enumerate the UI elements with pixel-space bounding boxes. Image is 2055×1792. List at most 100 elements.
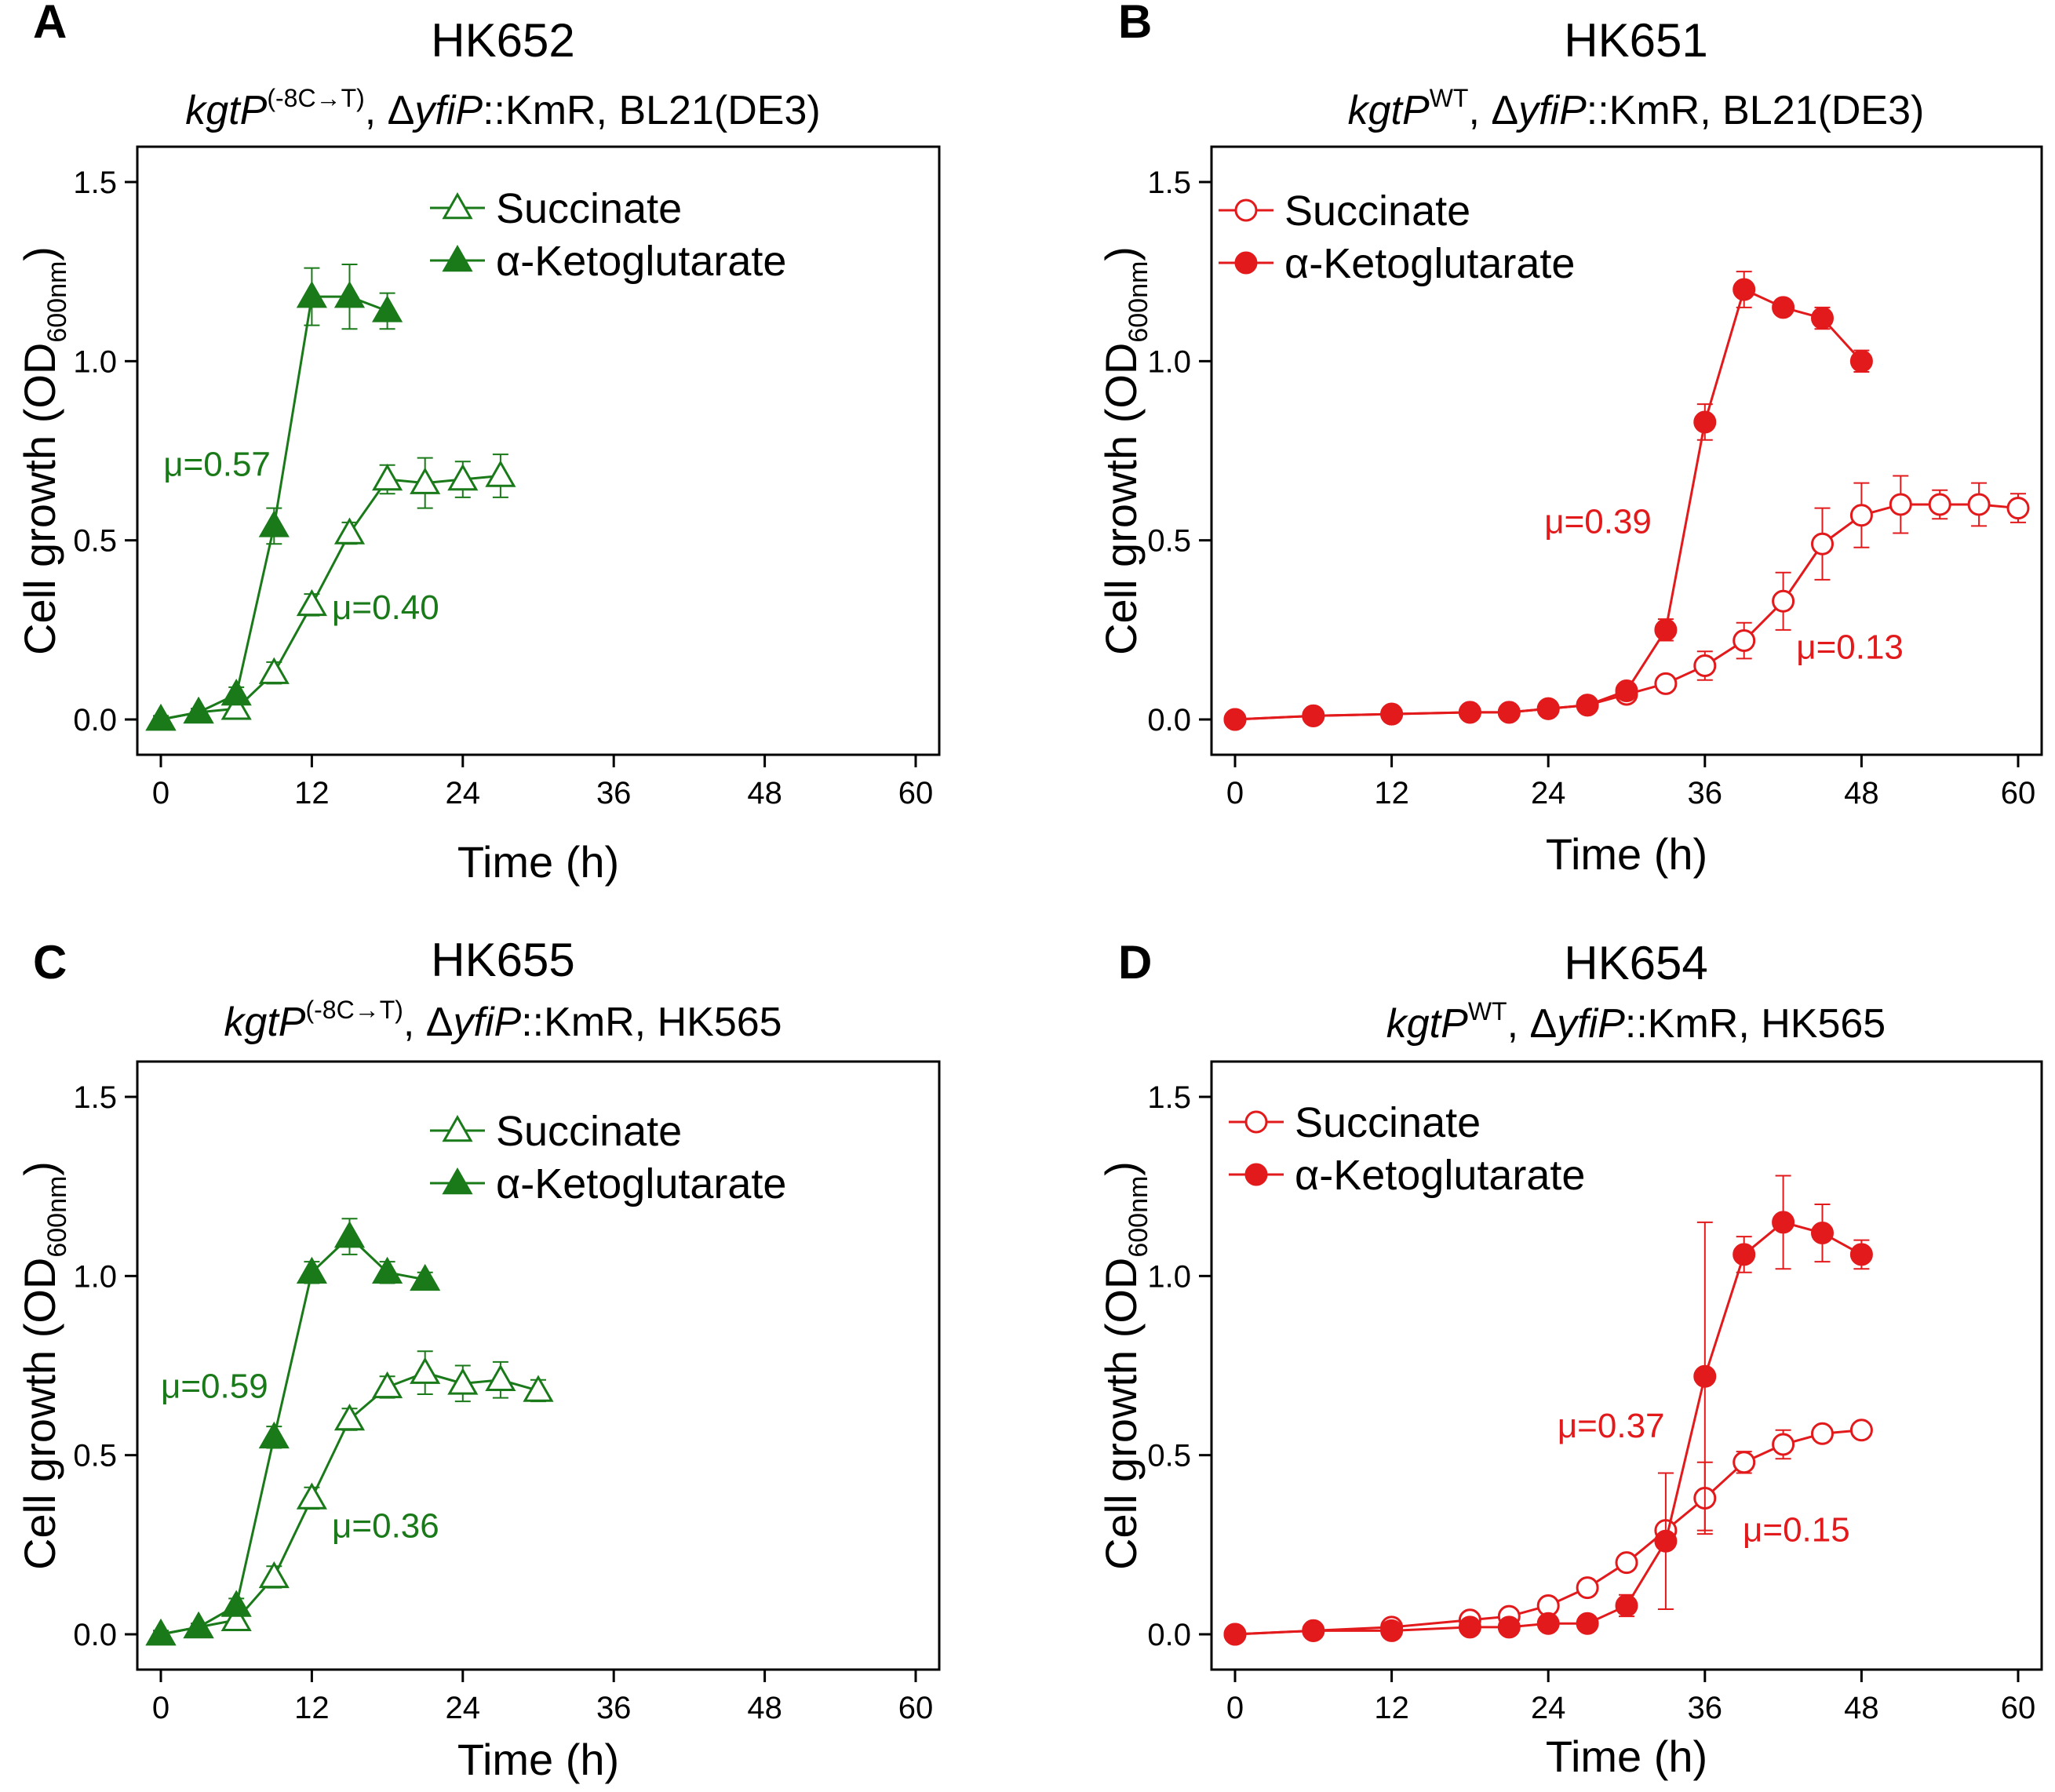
data-point	[1693, 410, 1717, 434]
data-point	[333, 1221, 366, 1248]
legend-marker	[1234, 251, 1258, 275]
y-axis-label-main: Cell growth (OD	[15, 1258, 64, 1570]
panel-letter: C	[33, 936, 67, 989]
x-tick-label: 36	[596, 1691, 632, 1725]
data-point	[1536, 697, 1560, 720]
chart-subtitle: kgtP(-8C→T), ΔyfiP::KmR, BL21(DE3)	[185, 84, 820, 133]
subtitle-deletion: yfiP	[1516, 88, 1587, 133]
data-point	[296, 281, 327, 308]
x-tick-label: 0	[1226, 776, 1244, 810]
subtitle-middle: , Δ	[403, 1000, 454, 1045]
x-tick-label: 12	[294, 1691, 330, 1725]
subtitle-gene: kgtP	[185, 88, 267, 133]
data-point	[1849, 504, 1873, 527]
y-axis-label: Cell growth (OD600nm)	[1096, 1161, 1153, 1570]
legend-label: Succinate	[496, 1108, 682, 1155]
subtitle-deletion: yfiP	[412, 88, 483, 133]
data-point	[1733, 1243, 1756, 1266]
subtitle-rest: ::KmR, HK565	[521, 1000, 782, 1045]
x-tick-label: 48	[1844, 776, 1879, 810]
data-point	[410, 1263, 441, 1291]
x-axis-label: Time (h)	[1546, 1732, 1707, 1781]
data-point	[1772, 1211, 1795, 1234]
data-point	[1380, 702, 1404, 726]
x-tick-label: 24	[1531, 1691, 1566, 1725]
y-axis-label-subscript: 600nm	[42, 1176, 72, 1258]
chart-title: HK655	[431, 934, 574, 986]
y-axis-label-end: )	[1096, 246, 1146, 261]
x-tick-label: 36	[1688, 1691, 1723, 1725]
legend-label: Succinate	[1284, 188, 1470, 235]
data-point	[1811, 307, 1834, 330]
legend-marker	[442, 1114, 473, 1142]
data-point	[1615, 1593, 1638, 1617]
y-axis-label-end: )	[1096, 1161, 1146, 1176]
data-point	[333, 517, 366, 545]
x-tick-label: 24	[446, 776, 481, 810]
data-point	[1693, 1364, 1717, 1388]
growth-rate-annotation: μ=0.37	[1558, 1407, 1665, 1445]
subtitle-superscript: (-8C→T)	[267, 84, 364, 112]
data-point	[1849, 349, 1873, 373]
subtitle-middle: , Δ	[1468, 88, 1518, 133]
growth-rate-annotation: μ=0.40	[332, 588, 439, 627]
series-alpha-ketoglutarate	[145, 264, 403, 731]
x-tick-label: 36	[596, 776, 632, 810]
subtitle-deletion: yfiP	[451, 1000, 522, 1045]
y-axis-label-end: )	[15, 1161, 64, 1176]
data-point	[1849, 1419, 1873, 1442]
data-point	[410, 467, 441, 494]
x-tick-label: 48	[747, 776, 782, 810]
data-point	[485, 460, 516, 487]
y-tick-label: 0.5	[1147, 524, 1191, 559]
subtitle-middle: , Δ	[1507, 1001, 1558, 1047]
y-tick-label: 0.0	[73, 1618, 117, 1652]
legend-label: Succinate	[1295, 1099, 1481, 1146]
panel-letter: B	[1118, 0, 1152, 48]
data-point	[1733, 629, 1756, 653]
data-point	[258, 1421, 290, 1449]
data-point	[258, 657, 290, 684]
data-point	[183, 696, 214, 724]
chart-subtitle: kgtPWT, ΔyfiP::KmR, BL21(DE3)	[1348, 84, 1925, 133]
subtitle-gene: kgtP	[224, 1000, 305, 1045]
series-succinate	[145, 453, 516, 731]
data-point	[372, 295, 403, 322]
data-point	[523, 1375, 554, 1402]
data-point	[1733, 1451, 1756, 1474]
growth-rate-annotation: μ=0.39	[1544, 503, 1652, 541]
x-tick-label: 0	[152, 1691, 169, 1725]
data-point	[1811, 1222, 1834, 1245]
plot-frame	[1210, 1060, 2043, 1671]
growth-rate-annotation: μ=0.13	[1796, 628, 1904, 666]
data-point	[485, 1364, 516, 1392]
data-point	[1889, 493, 1912, 516]
x-tick-label: 24	[1531, 776, 1566, 810]
data-point	[1654, 618, 1678, 642]
chart-title: HK652	[431, 14, 574, 67]
legend: Succinate α-Ketoglutarate	[430, 1108, 786, 1207]
y-axis-label-subscript: 600nm	[1124, 1176, 1153, 1258]
data-point	[220, 679, 252, 706]
y-tick-label: 1.5	[73, 166, 117, 200]
data-point	[1928, 493, 1951, 516]
data-point	[1772, 1433, 1795, 1456]
x-tick-label: 60	[898, 1691, 934, 1725]
data-point	[1458, 701, 1481, 724]
data-point	[1497, 1615, 1521, 1639]
data-point	[1302, 1619, 1325, 1642]
data-point	[258, 510, 290, 537]
chart-title: HK651	[1564, 14, 1707, 67]
subtitle-rest: ::KmR, HK565	[1625, 1001, 1886, 1047]
series-alpha-ketoglutarate	[1223, 1175, 1873, 1646]
x-axis-label: Time (h)	[1546, 829, 1707, 879]
subtitle-gene: kgtP	[1348, 88, 1430, 133]
legend-label: Succinate	[496, 185, 682, 232]
data-point	[296, 1482, 327, 1510]
data-point	[1223, 1623, 1247, 1646]
subtitle-superscript: (-8C→T)	[305, 996, 403, 1024]
data-point	[333, 1403, 366, 1431]
